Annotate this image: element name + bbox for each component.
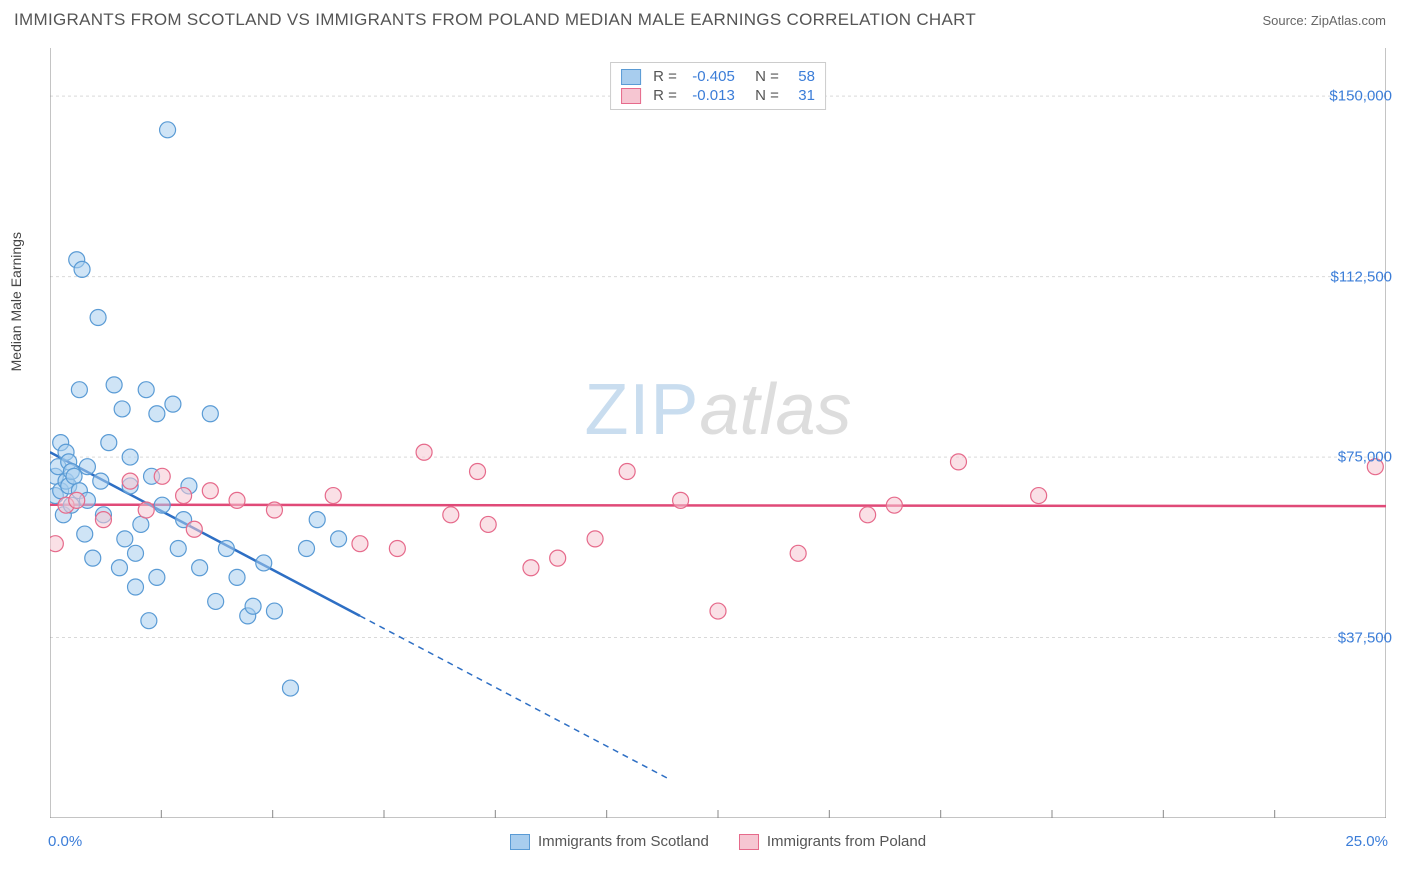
- chart-area: Median Male Earnings ZIPatlas R =-0.405 …: [50, 48, 1386, 818]
- chart-header: IMMIGRANTS FROM SCOTLAND VS IMMIGRANTS F…: [0, 0, 1406, 35]
- stat-n-label: N =: [747, 68, 779, 85]
- stat-r-label: R =: [653, 68, 677, 85]
- legend-swatch: [739, 834, 759, 850]
- stat-n-value: 31: [787, 87, 815, 104]
- stat-r-label: R =: [653, 87, 677, 104]
- chart-title: IMMIGRANTS FROM SCOTLAND VS IMMIGRANTS F…: [14, 10, 976, 30]
- stat-n-value: 58: [787, 68, 815, 85]
- stat-r-value: -0.405: [685, 68, 735, 85]
- stat-r-value: -0.013: [685, 87, 735, 104]
- legend-series-label: Immigrants from Scotland: [538, 833, 709, 850]
- chart-source: Source: ZipAtlas.com: [1262, 13, 1386, 28]
- series-legend: Immigrants from Scotland Immigrants from …: [50, 833, 1386, 850]
- y-tick-label: $37,500: [1338, 629, 1392, 646]
- legend-series-label: Immigrants from Poland: [767, 833, 926, 850]
- legend-series-item: Immigrants from Scotland: [510, 833, 709, 850]
- stat-n-label: N =: [747, 87, 779, 104]
- legend-series-item: Immigrants from Poland: [739, 833, 926, 850]
- legend-swatch: [621, 88, 641, 104]
- legend-swatch: [510, 834, 530, 850]
- y-tick-label: $150,000: [1329, 88, 1392, 105]
- correlation-legend: R = -0.405 N = 58 R = -0.013 N = 31: [610, 62, 826, 110]
- scatter-plot: [50, 48, 1386, 818]
- y-axis-label: Median Male Earnings: [8, 232, 24, 371]
- legend-stat-row: R = -0.013 N = 31: [621, 86, 815, 105]
- y-tick-label: $112,500: [1331, 268, 1392, 285]
- y-tick-label: $75,000: [1338, 449, 1392, 466]
- legend-swatch: [621, 69, 641, 85]
- legend-stat-row: R = -0.405 N = 58: [621, 67, 815, 86]
